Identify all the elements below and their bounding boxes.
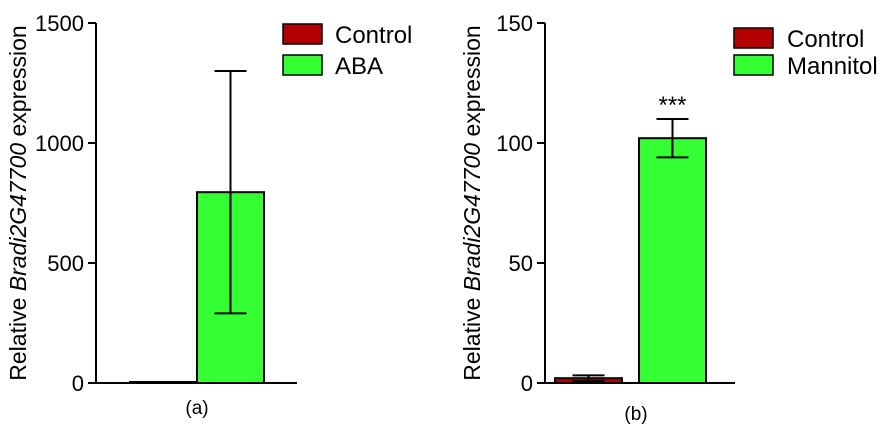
y-tick-label: 0 bbox=[72, 371, 84, 396]
panel-b: 0 50 100 150 Relative Bradi2G47700 expressio… bbox=[459, 11, 878, 425]
legend-label-control: Control bbox=[335, 22, 412, 49]
y-axis-label-prefix: Relative bbox=[5, 291, 31, 380]
y-axis-label: Relative Bradi2G47700 expression bbox=[459, 25, 485, 380]
bar-mannitol bbox=[638, 137, 707, 384]
y-tick-label: 50 bbox=[509, 251, 533, 276]
legend-swatch-mannitol bbox=[733, 54, 774, 76]
panel-label: (a) bbox=[185, 398, 208, 419]
y-axis-label: Relative Bradi2G47700 expression bbox=[5, 25, 31, 380]
bar-control bbox=[129, 381, 198, 384]
y-axis-label-suffix: expression bbox=[5, 25, 31, 143]
legend-label-control: Control bbox=[787, 26, 864, 53]
y-tick-label: 0 bbox=[521, 371, 533, 396]
significance-marker: *** bbox=[658, 92, 686, 119]
y-tick-label: 1500 bbox=[35, 11, 84, 36]
y-tick-label: 500 bbox=[47, 251, 84, 276]
y-tick-label: 150 bbox=[496, 11, 533, 36]
legend-label-aba: ABA bbox=[335, 53, 383, 80]
panel-label: (b) bbox=[624, 404, 647, 425]
y-tick-label: 100 bbox=[496, 131, 533, 156]
legend-swatch-control bbox=[282, 23, 323, 45]
y-axis-label-gene: Bradi2G47700 bbox=[459, 143, 485, 292]
y-tick-label: 1000 bbox=[35, 131, 84, 156]
y-axis-label-suffix: expression bbox=[459, 25, 485, 143]
y-axis-label-gene: Bradi2G47700 bbox=[5, 143, 31, 292]
legend-swatch-control bbox=[733, 27, 774, 49]
legend-label-mannitol: Mannitol bbox=[787, 53, 878, 80]
legend-swatch-aba bbox=[282, 54, 323, 76]
y-axis-label-prefix: Relative bbox=[459, 291, 485, 380]
